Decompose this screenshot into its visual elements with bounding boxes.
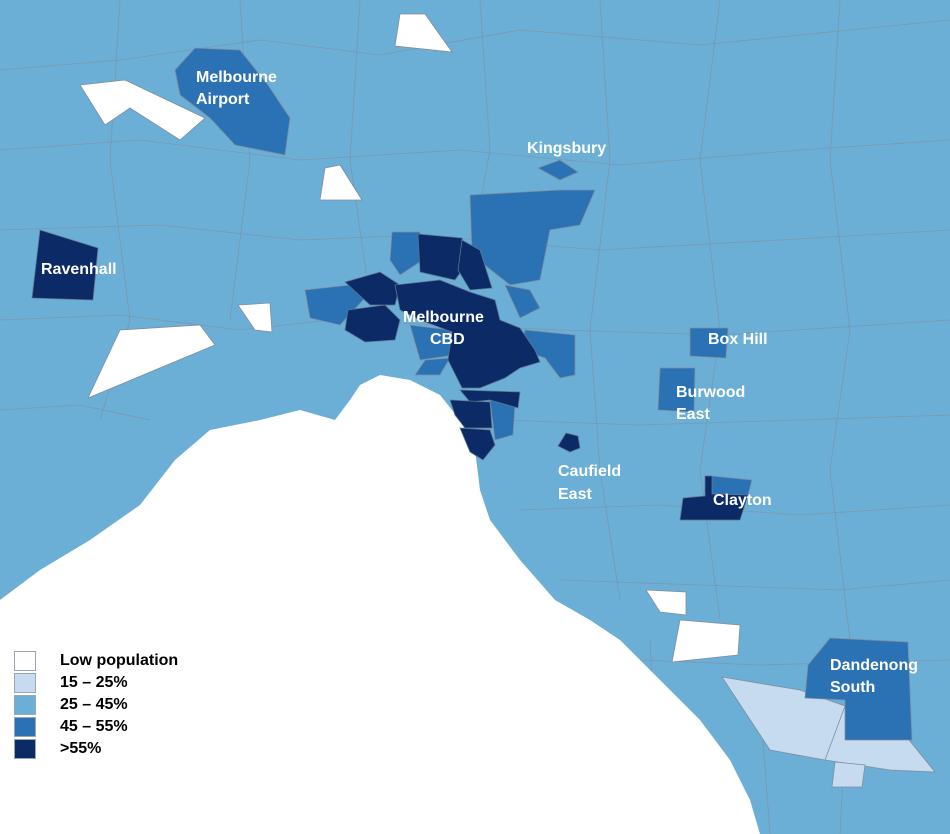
label-ravenhall: Ravenhall <box>41 261 117 278</box>
label-burwood-east: Burwood <box>676 384 745 401</box>
legend-swatch <box>14 673 36 693</box>
legend-item-15-25: 15 – 25% <box>14 672 178 694</box>
band-45-55-areas <box>174 47 913 741</box>
label-melbourne-cbd-2: CBD <box>430 331 465 348</box>
label-melbourne-airport: Melbourne <box>196 69 277 86</box>
band-gt-55-areas <box>31 229 749 521</box>
legend-swatch <box>14 739 36 759</box>
label-box-hill: Box Hill <box>708 331 768 348</box>
label-caufield-east-2: East <box>558 486 592 503</box>
port-phillip-bay <box>0 375 760 834</box>
legend-label: >55% <box>60 740 102 757</box>
label-burwood-east-2: East <box>676 406 710 423</box>
legend-label: Low population <box>60 652 179 669</box>
label-dandenong-south-2: South <box>830 679 875 696</box>
low-population-areas <box>79 13 741 663</box>
legend-item-low-population: Low population <box>14 650 178 672</box>
label-kingsbury: Kingsbury <box>527 140 606 157</box>
label-clayton: Clayton <box>713 492 772 509</box>
legend-item-gt-55: >55% <box>14 738 178 760</box>
area-labels: Melbourne Airport Kingsbury Ravenhall Me… <box>41 69 918 696</box>
legend-label: 25 – 45% <box>60 696 128 713</box>
legend-item-45-55: 45 – 55% <box>14 716 178 738</box>
label-dandenong-south: Dandenong <box>830 657 918 674</box>
legend-swatch <box>14 695 36 715</box>
legend-label: 15 – 25% <box>60 674 128 691</box>
legend-item-25-45: 25 – 45% <box>14 694 178 716</box>
legend-label: 45 – 55% <box>60 718 128 735</box>
map-legend: Low population 15 – 25% 25 – 45% 45 – 55… <box>14 650 178 760</box>
legend-swatch <box>14 651 36 671</box>
label-melbourne-airport-2: Airport <box>196 91 250 108</box>
label-caufield-east: Caufield <box>558 463 621 480</box>
label-melbourne-cbd: Melbourne <box>403 309 484 326</box>
legend-swatch <box>14 717 36 737</box>
